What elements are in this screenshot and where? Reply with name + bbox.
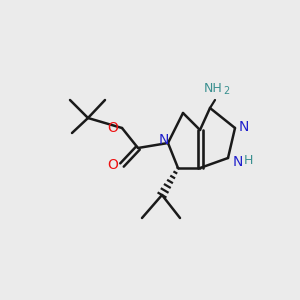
Text: N: N <box>239 120 249 134</box>
Text: 2: 2 <box>223 86 229 96</box>
Text: O: O <box>108 158 118 172</box>
Text: O: O <box>108 121 118 135</box>
Text: N: N <box>233 155 243 169</box>
Text: NH: NH <box>204 82 222 94</box>
Text: N: N <box>159 133 169 147</box>
Text: H: H <box>243 154 253 166</box>
